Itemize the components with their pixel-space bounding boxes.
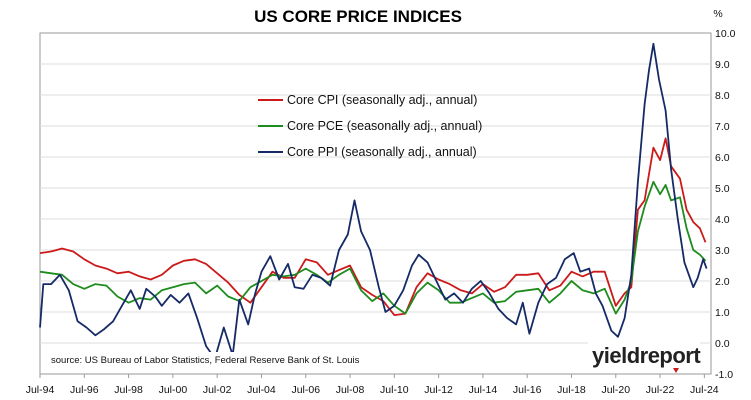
- x-tick-label: Jul-12: [424, 384, 453, 396]
- y-tick-label: 9.0: [715, 59, 730, 71]
- x-tick-label: Jul-10: [380, 384, 409, 396]
- x-tick-label: Jul-08: [336, 384, 365, 396]
- series-lines: [39, 42, 708, 360]
- logo-text: yieldreport: [592, 343, 701, 368]
- x-tick-label: Jul-24: [690, 384, 719, 396]
- x-tick-label: Jul-98: [114, 384, 143, 396]
- x-tick-label: Jul-00: [159, 384, 188, 396]
- y-tick-label: 8.0: [715, 90, 730, 102]
- y-tick-label: 7.0: [715, 121, 730, 133]
- legend: Core CPI (seasonally adj., annual) Core …: [258, 93, 482, 159]
- y-axis-unit: %: [713, 8, 722, 20]
- y-tick-label: 6.0: [715, 152, 730, 164]
- chart-title: US CORE PRICE INDICES: [254, 7, 462, 26]
- source-note: source: US Bureau of Labor Statistics, F…: [51, 355, 360, 366]
- x-tick-label: Jul-18: [557, 384, 586, 396]
- x-tick-label: Jul-14: [469, 384, 498, 396]
- core-ppi-line: [39, 42, 708, 360]
- logo-triangle-icon: [673, 368, 679, 373]
- x-tick-label: Jul-20: [601, 384, 630, 396]
- legend-label-core-pce: Core PCE (seasonally adj., annual): [287, 119, 482, 133]
- y-tick-label: 3.0: [715, 245, 730, 257]
- x-tick-label: Jul-06: [291, 384, 320, 396]
- y-tick-label: 4.0: [715, 214, 730, 226]
- y-tick-label: 10.0: [715, 28, 736, 40]
- x-tick-label: Jul-94: [26, 384, 55, 396]
- core-pce-line: [39, 180, 707, 315]
- legend-label-core-cpi: Core CPI (seasonally adj., annual): [287, 93, 477, 107]
- y-tick-label: 2.0: [715, 276, 730, 288]
- yieldreport-logo: yieldreport: [588, 339, 702, 373]
- legend-label-core-ppi: Core PPI (seasonally adj., annual): [287, 145, 477, 159]
- y-tick-label: 5.0: [715, 183, 730, 195]
- x-tick-label: Jul-16: [513, 384, 542, 396]
- source-note-background: [48, 352, 378, 367]
- x-axis-ticks: Jul-94 Jul-96 Jul-98 Jul-00 Jul-02 Jul-04 Jul-…: [26, 374, 719, 396]
- x-tick-label: Jul-96: [70, 384, 99, 396]
- y-tick-label: 0.0: [715, 338, 730, 350]
- y-tick-label: -1.0: [715, 369, 733, 381]
- x-tick-label: Jul-04: [247, 384, 276, 396]
- y-tick-label: 1.0: [715, 307, 730, 319]
- x-tick-label: Jul-22: [646, 384, 675, 396]
- y-axis-ticks: 10.0 9.0 8.0 7.0 6.0 5.0 4.0 3.0 2.0 1.0 0.0 -1.0: [715, 28, 736, 381]
- plot-area: [39, 32, 712, 375]
- x-tick-label: Jul-02: [203, 384, 232, 396]
